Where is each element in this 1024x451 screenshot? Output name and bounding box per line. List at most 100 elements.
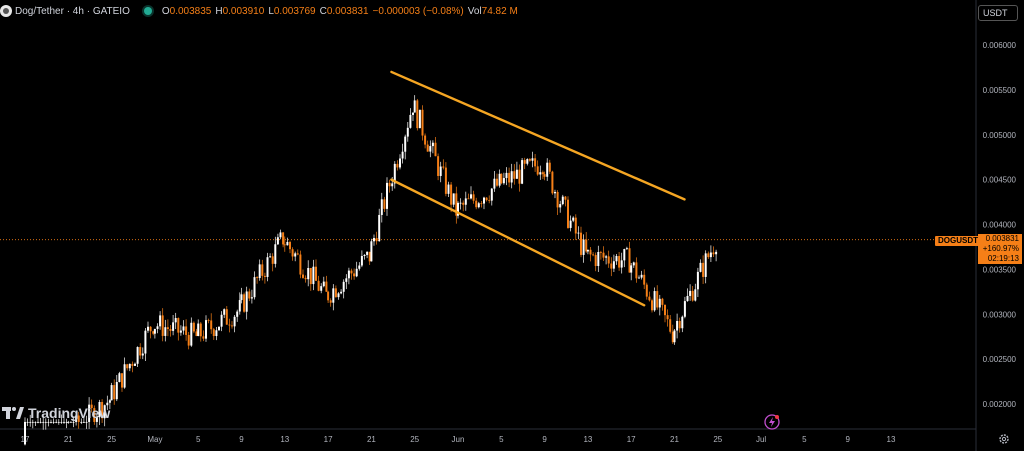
candle — [539, 172, 542, 175]
logo-text: TradingView — [28, 405, 111, 421]
candle — [126, 364, 129, 369]
candle — [340, 291, 343, 294]
candle — [602, 252, 605, 258]
time-tick-label: 9 — [542, 435, 547, 444]
candle — [442, 166, 445, 168]
candle — [370, 241, 373, 262]
candle — [666, 315, 669, 320]
ohlc-legend: O 0.003835 H 0.003910 L 0.003769 C 0.003831 −0.0… — [162, 6, 522, 17]
candle — [60, 421, 63, 423]
candle — [694, 289, 697, 301]
time-tick-label: 5 — [499, 435, 504, 444]
candle — [187, 334, 190, 346]
time-tick-label: 25 — [713, 435, 722, 444]
price-tick-label: 0.002000 — [983, 400, 1017, 409]
candle — [416, 100, 419, 129]
candle — [383, 199, 386, 209]
candle — [121, 373, 123, 388]
candle — [500, 173, 503, 184]
tradingview-logo[interactable]: TradingView — [2, 405, 110, 421]
candle — [678, 320, 681, 329]
candle — [141, 353, 144, 356]
candle — [179, 330, 182, 333]
candle — [505, 172, 508, 179]
candle — [47, 421, 50, 423]
candle — [128, 363, 131, 369]
candle — [220, 314, 223, 327]
candle — [118, 373, 121, 383]
time-tick-label: May — [147, 435, 162, 444]
candle — [475, 200, 478, 208]
channel-line-upper[interactable] — [390, 70, 686, 201]
candle — [123, 364, 126, 388]
candle — [490, 188, 493, 201]
ohlc-value: 0.003910 — [222, 5, 265, 17]
candle — [580, 232, 582, 255]
candle — [238, 300, 241, 312]
candle — [136, 347, 139, 364]
candle — [322, 281, 325, 287]
ohlc-key: Vol — [467, 5, 482, 17]
currency-button[interactable]: USDT — [978, 5, 1018, 21]
candle — [347, 270, 350, 279]
candle — [315, 266, 317, 281]
candle — [302, 274, 304, 278]
candle — [185, 326, 188, 335]
candle — [337, 293, 340, 298]
candle — [462, 202, 465, 205]
candle — [605, 256, 608, 258]
candle — [548, 162, 551, 172]
candle — [50, 421, 52, 423]
candle — [472, 194, 475, 201]
candle — [139, 347, 142, 356]
candle — [656, 291, 659, 308]
candle — [190, 322, 193, 346]
candle — [493, 178, 496, 189]
candle — [373, 238, 375, 242]
lightning-icon[interactable] — [764, 414, 780, 430]
candle — [360, 256, 363, 266]
candle — [65, 421, 68, 423]
candle — [594, 254, 597, 267]
candle — [312, 266, 315, 285]
candle — [457, 202, 459, 216]
candle — [635, 262, 638, 279]
candle — [521, 160, 524, 184]
candle — [110, 385, 113, 401]
candle — [317, 280, 320, 291]
candle — [80, 421, 83, 423]
candle — [396, 163, 399, 168]
candle — [712, 252, 715, 255]
time-tick-label: 21 — [64, 435, 73, 444]
candle — [44, 421, 47, 423]
candle — [577, 232, 580, 234]
candle — [363, 254, 366, 257]
candle — [455, 193, 458, 216]
candle — [342, 281, 345, 292]
time-tick-label: 5 — [802, 435, 807, 444]
market-status-icon[interactable] — [143, 7, 152, 15]
candle — [283, 244, 286, 246]
gear-icon[interactable] — [998, 433, 1010, 445]
candle — [567, 199, 569, 228]
ohlc-value: 74.82 M — [481, 5, 518, 17]
candle — [156, 326, 159, 329]
ohlc-key: O — [161, 5, 170, 17]
candle — [625, 248, 628, 250]
price-tick-label: 0.004500 — [983, 176, 1017, 185]
candle — [412, 112, 414, 115]
candle — [225, 309, 228, 325]
candle — [559, 204, 562, 208]
channel-line-lower[interactable] — [390, 178, 646, 307]
candle — [671, 331, 674, 343]
candle — [243, 294, 246, 312]
candle — [248, 291, 251, 299]
candle — [582, 239, 585, 255]
time-tick-label: 9 — [239, 435, 244, 444]
candle — [69, 421, 72, 423]
candle — [450, 184, 453, 205]
candle — [166, 327, 169, 330]
symbol-title[interactable]: Dog/Tether · 4h · GATEIO — [15, 5, 130, 17]
